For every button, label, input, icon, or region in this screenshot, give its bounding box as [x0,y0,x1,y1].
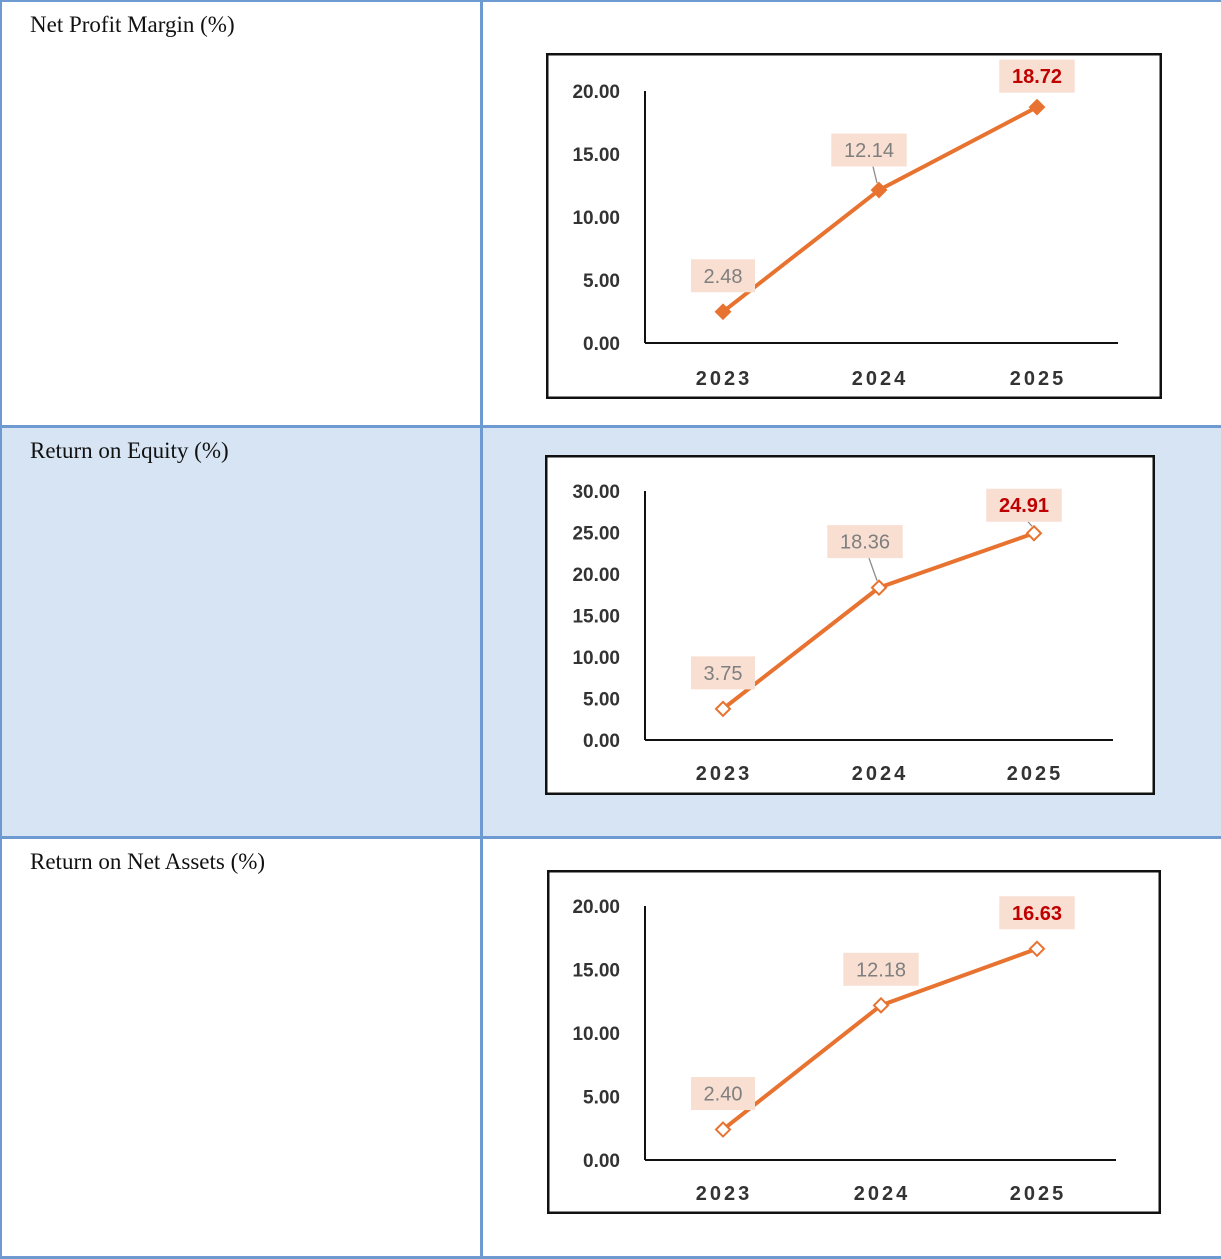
y-tick-label: 10.00 [572,1024,620,1045]
data-point-marker [872,996,890,1014]
y-tick-label: 20.00 [572,565,620,586]
data-point-marker [1025,524,1043,542]
data-label-background [843,952,919,986]
data-point-marker [870,181,888,199]
x-tick-label: 2024 [852,368,909,390]
y-tick-label: 15.00 [572,607,620,628]
data-label: 2.40 [704,1084,743,1106]
data-label: 12.14 [844,140,894,162]
row-label-cell: Return on Net Assets (%) [0,835,483,1259]
data-point-marker [1028,98,1046,116]
y-tick-label: 30.00 [572,482,620,503]
x-tick-label: 2024 [854,1183,911,1205]
y-tick-label: 10.00 [572,208,620,229]
data-label-background [999,59,1075,93]
leader-line [1027,521,1033,527]
data-point-marker [870,579,888,597]
x-tick-label: 2023 [696,763,753,785]
leader-line [872,166,878,184]
chart-frame [546,53,1162,399]
data-label-background [827,525,903,559]
data-label: 2.48 [704,266,743,288]
row-label-return-on-equity: Return on Equity (%) [30,437,229,463]
row-label-net-profit-margin: Net Profit Margin (%) [30,12,235,37]
data-point-marker [714,1121,732,1138]
data-label-background [831,133,907,167]
data-label-background [999,896,1075,930]
table-row-net-profit-margin: Net Profit Margin (%) 0.00 5.00 10.00 15.00… [0,0,1221,428]
row-label-cell: Net Profit Margin (%) [0,0,483,428]
x-tick-label: 2024 [852,763,909,785]
chart-net-profit-margin: 0.00 5.00 10.00 15.00 20.00 2023 2024 2025 2.48 1… [546,53,1162,399]
y-tick-label: 15.00 [572,961,620,982]
leader-line [868,557,878,581]
chart-cell-net-profit-margin: 0.00 5.00 10.00 15.00 20.00 2023 2024 2025 2.48 1… [479,0,1221,428]
data-label: 3.75 [704,663,743,685]
data-point-marker [1028,940,1046,958]
chart-cell-return-on-equity: 0.00 5.00 10.00 15.00 20.00 25.00 30.00 2023 202… [479,424,1221,839]
row-label-return-on-net-assets: Return on Net Assets (%) [30,848,266,874]
y-tick-label: 20.00 [572,82,620,103]
table-row-return-on-equity: Return on Equity (%) 0.00 5.00 10.00 15.00 2… [0,424,1221,839]
data-point-marker [714,303,732,321]
y-tick-label: 5.00 [583,690,620,711]
data-label: 12.18 [856,959,906,981]
chart-cell-return-on-net-assets: 0.00 5.00 10.00 15.00 20.00 2023 2024 2025 2.40 1… [479,835,1221,1259]
data-point-marker [714,700,732,718]
chart-return-on-net-assets: 0.00 5.00 10.00 15.00 20.00 2023 2024 2025 2.40 1… [547,870,1161,1214]
data-label: 18.36 [840,532,890,554]
table-row-return-on-net-assets: Return on Net Assets (%) 0.00 5.00 10.00 15… [0,835,1221,1259]
y-tick-label: 15.00 [572,145,620,166]
chart-return-on-equity: 0.00 5.00 10.00 15.00 20.00 25.00 30.00 2023 202… [545,455,1155,795]
x-tick-label: 2023 [696,368,753,390]
y-tick-label: 20.00 [572,897,620,918]
x-tick-label: 2025 [1007,763,1064,785]
y-tick-label: 5.00 [583,271,620,292]
y-tick-label: 10.00 [572,648,620,669]
y-tick-label: 5.00 [583,1088,620,1109]
data-label-background [691,1077,755,1111]
data-label-background [986,488,1062,522]
data-label: 16.63 [1012,903,1062,925]
row-label-cell: Return on Equity (%) [0,424,483,839]
x-tick-label: 2025 [1010,1183,1067,1205]
chart-frame [545,455,1155,795]
y-tick-label: 25.00 [572,524,620,545]
data-label: 24.91 [999,495,1049,517]
data-label-background [691,259,755,293]
x-tick-label: 2023 [696,1183,753,1205]
data-label-background [691,656,755,690]
y-tick-label: 0.00 [583,731,620,752]
data-label: 18.72 [1012,66,1062,88]
y-tick-label: 0.00 [583,1151,620,1172]
y-tick-label: 0.00 [583,334,620,355]
x-tick-label: 2025 [1010,368,1067,390]
